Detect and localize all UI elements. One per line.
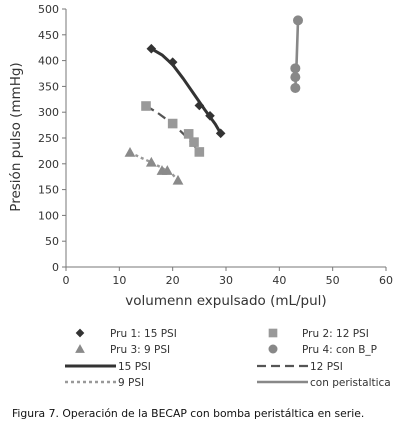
x-tick-label: 60 <box>379 274 393 287</box>
data-point-series-4 <box>290 82 301 93</box>
data-point-series-4 <box>290 72 301 83</box>
legend-marker-series-1 <box>75 328 85 338</box>
data-point-series-2 <box>189 137 199 147</box>
legend: Pru 1: 15 PSI Pru 2: 12 PSI Pru 3: 9 PSI Pr… <box>65 328 391 389</box>
y-tick-label: 250 <box>38 132 59 145</box>
y-tick-label: 50 <box>45 235 59 248</box>
trendline-15-psi <box>150 47 222 135</box>
y-axis-title: Presión pulso (mmHg) <box>8 62 24 211</box>
legend-marker-series-3 <box>75 344 85 353</box>
data-point-series-2 <box>183 129 194 139</box>
y-tick-label: 450 <box>38 29 59 42</box>
y-tick-label: 0 <box>52 261 59 274</box>
y-tick-label: 300 <box>38 106 59 119</box>
y-tick-label: 200 <box>38 158 59 171</box>
x-tick-label: 40 <box>272 274 286 287</box>
data-point-series-1 <box>205 111 215 121</box>
y-tick-label: 500 <box>38 3 59 16</box>
data-point-series-1 <box>167 57 178 67</box>
legend-label-trend-2: 12 PSI <box>310 361 343 373</box>
trendline-9-psi <box>129 151 179 182</box>
x-tick-label: 20 <box>166 274 180 287</box>
data-point-series-1 <box>194 100 205 111</box>
legend-label-series-1: Pru 1: 15 PSI <box>110 328 177 340</box>
figure-caption: Figura 7. Operación de la BECAP con bomb… <box>12 407 365 420</box>
x-tick-label: 0 <box>63 274 70 287</box>
data-point-series-4 <box>293 15 303 26</box>
data-point-series-3 <box>124 147 136 157</box>
data-point-series-2 <box>194 147 205 157</box>
y-tick-label: 350 <box>38 80 59 93</box>
y-tick-label: 150 <box>38 184 59 197</box>
x-tick-label: 50 <box>326 274 340 287</box>
x-tick-label: 10 <box>112 274 126 287</box>
x-axis-title: volumenn expulsado (mL/pul) <box>125 293 326 309</box>
data-point-series-3 <box>161 165 173 175</box>
y-tick-label: 400 <box>38 55 59 68</box>
y-tick-label: 100 <box>38 209 59 222</box>
legend-marker-series-2 <box>268 328 278 338</box>
data-point-series-3 <box>145 156 157 167</box>
legend-label-trend-3: 9 PSI <box>118 377 144 389</box>
data-point-series-1 <box>215 128 226 139</box>
legend-label-series-2: Pru 2: 12 PSI <box>302 328 369 340</box>
legend-label-trend-1: 15 PSI <box>118 361 151 373</box>
legend-label-trend-4: con peristaltica <box>310 377 391 389</box>
data-point-series-2 <box>141 101 151 111</box>
data-point-series-3 <box>172 174 184 185</box>
legend-label-series-3: Pru 3: 9 PSI <box>110 344 170 356</box>
data-point-series-2 <box>167 118 178 129</box>
data-point-series-4 <box>290 63 301 74</box>
legend-label-series-4: Pru 4: con B_P <box>302 344 377 356</box>
x-tick-label: 30 <box>219 274 233 287</box>
legend-marker-series-4 <box>268 344 278 354</box>
data-point-series-1 <box>146 43 157 54</box>
